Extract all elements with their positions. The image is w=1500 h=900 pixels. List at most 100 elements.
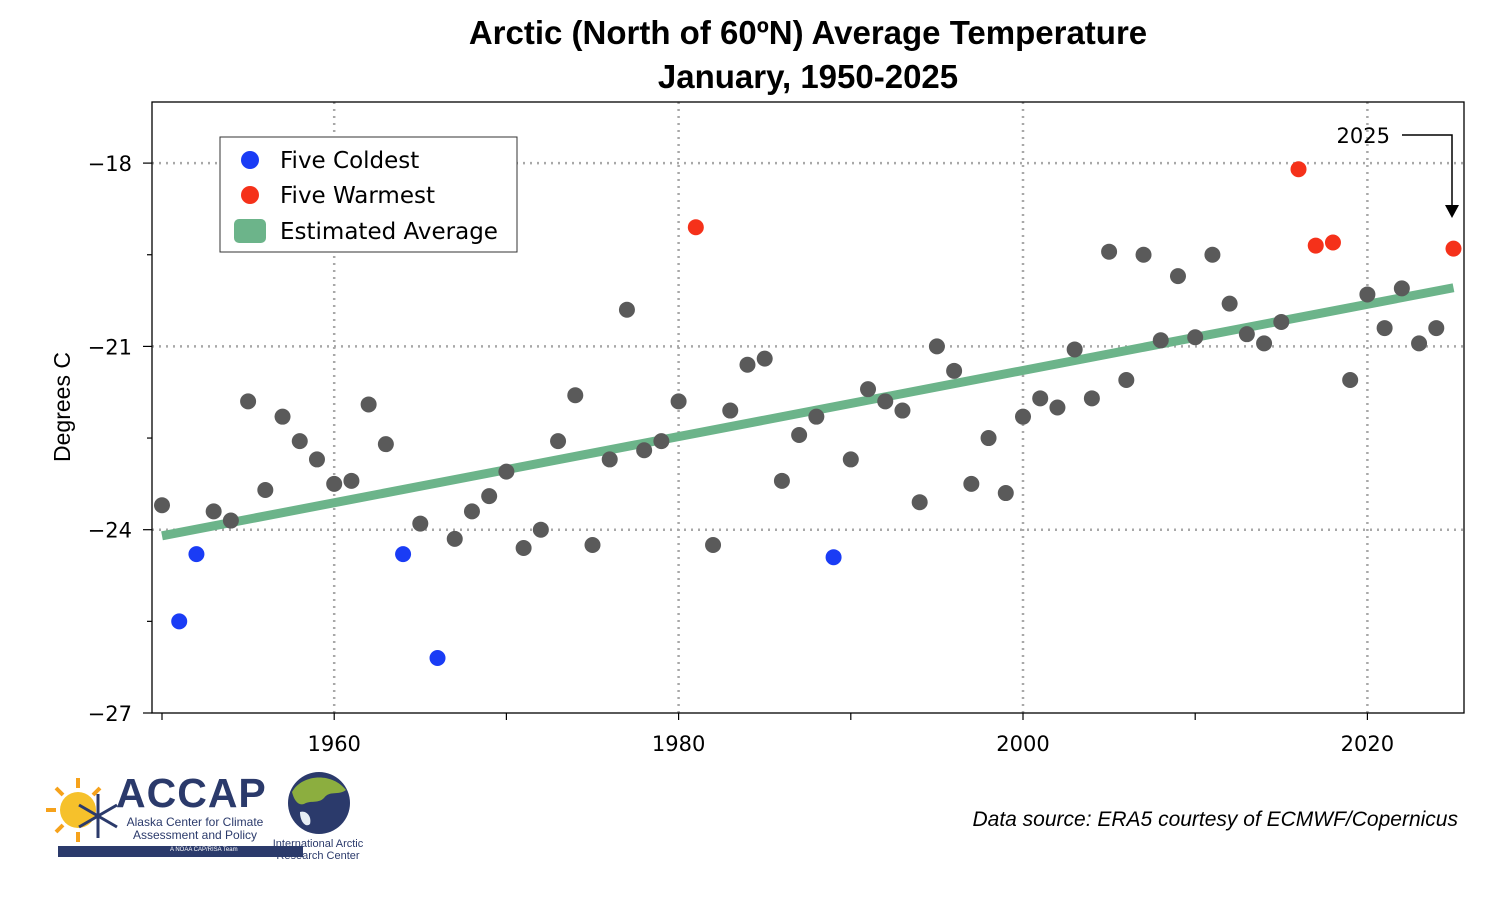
data-point-warmest: [1445, 240, 1462, 257]
data-point: [980, 430, 997, 447]
data-point: [1083, 390, 1100, 407]
data-point-coldest: [395, 546, 412, 563]
logos: ACCAP Alaska Center for Climate Assessme…: [40, 768, 390, 868]
data-point: [1032, 390, 1049, 407]
data-point: [636, 442, 653, 459]
data-point: [1238, 326, 1255, 343]
legend-marker-coldest: [241, 151, 259, 169]
data-point-coldest: [171, 613, 188, 630]
data-point: [446, 530, 463, 547]
data-point: [1118, 372, 1135, 389]
legend-marker-average: [234, 219, 266, 243]
data-point: [532, 521, 549, 538]
data-source: Data source: ERA5 courtesy of ECMWF/Cope…: [972, 808, 1458, 831]
x-tick-label: 1980: [652, 732, 705, 756]
data-point: [550, 433, 567, 450]
annotation-label: 2025: [1337, 124, 1390, 148]
data-point: [1101, 243, 1118, 260]
data-point: [601, 451, 618, 468]
data-point: [498, 463, 515, 480]
data-point: [463, 503, 480, 520]
legend-marker-warmest: [241, 186, 259, 204]
data-point: [997, 485, 1014, 502]
data-point: [1221, 295, 1238, 312]
annotation-2025: 2025: [1337, 124, 1459, 218]
data-point: [222, 512, 239, 529]
data-point: [308, 451, 325, 468]
data-point: [1204, 246, 1221, 263]
data-point: [705, 536, 722, 553]
legend-box: [219, 136, 518, 253]
data-point: [928, 338, 945, 355]
data-point: [842, 451, 859, 468]
plot-frame: [151, 101, 1465, 714]
data-point: [618, 301, 635, 318]
legend-label-average: Estimated Average: [280, 219, 498, 245]
data-point-coldest: [429, 650, 446, 667]
accap-logo-text: ACCAP: [116, 770, 267, 816]
x-tick-label: 1960: [307, 732, 360, 756]
data-point: [1152, 332, 1169, 349]
data-point: [1411, 335, 1428, 352]
data-point: [722, 402, 739, 419]
data-point: [481, 488, 498, 505]
data-point: [377, 436, 394, 453]
data-point: [877, 393, 894, 410]
legend-label-warmest: Five Warmest: [280, 183, 435, 209]
data-point-coldest: [825, 549, 842, 566]
data-point-warmest: [1290, 161, 1307, 178]
data-point: [653, 433, 670, 450]
temperature-chart: Arctic (North of 60ºN) Average Temperatu…: [49, 14, 1465, 756]
accap-full-name: Alaska Center for Climate Assessment and…: [126, 815, 264, 842]
trend-layer: [161, 283, 1455, 541]
chart-title: Arctic (North of 60ºN) Average Temperatu…: [469, 14, 1147, 51]
trend-line: [161, 283, 1455, 541]
annotation-arrow: [1402, 134, 1453, 208]
data-point: [1015, 408, 1031, 425]
data-point: [911, 494, 928, 511]
data-point: [946, 362, 963, 379]
data-point: [257, 481, 274, 498]
accap-banner: [58, 846, 303, 857]
data-point: [1256, 335, 1273, 352]
data-point: [343, 472, 360, 489]
data-point: [1169, 268, 1186, 285]
data-point: [1376, 320, 1393, 337]
data-point: [963, 475, 980, 492]
y-axis-label: Degrees C: [49, 352, 75, 462]
data-point: [1273, 313, 1290, 330]
y-tick-label: −24: [88, 519, 132, 543]
data-point: [584, 536, 601, 553]
data-point: [291, 433, 308, 450]
data-point: [1342, 372, 1359, 389]
data-point: [1187, 329, 1204, 346]
data-point: [1393, 280, 1410, 297]
data-points: [154, 161, 1462, 667]
data-point-warmest: [1324, 234, 1341, 251]
legend: Five Coldest Five Warmest Estimated Aver…: [219, 136, 518, 253]
data-point: [860, 381, 877, 398]
axis-ticks: 1960 1980 2000 2020 −27 −24 −21 −18: [88, 152, 1394, 756]
data-point-coldest: [188, 546, 205, 563]
data-point: [515, 540, 532, 557]
data-point: [1359, 286, 1376, 303]
data-point: [808, 408, 825, 425]
data-point: [205, 503, 222, 520]
legend-label-coldest: Five Coldest: [280, 148, 419, 174]
chart-subtitle: January, 1950-2025: [658, 58, 958, 95]
data-point: [773, 472, 790, 489]
data-point: [1066, 341, 1083, 358]
data-point: [240, 393, 257, 410]
iarc-globe-logo: [288, 772, 350, 834]
x-tick-label: 2000: [996, 732, 1049, 756]
data-point: [154, 497, 170, 514]
data-point: [791, 426, 808, 443]
data-point: [670, 393, 687, 410]
accap-sun-snowflake-logo: [46, 778, 118, 842]
x-tick-label: 2020: [1341, 732, 1394, 756]
data-point: [1135, 246, 1152, 263]
y-tick-label: −18: [88, 152, 132, 176]
y-tick-label: −21: [88, 335, 132, 359]
data-point-warmest: [687, 219, 704, 236]
data-point: [274, 408, 291, 425]
